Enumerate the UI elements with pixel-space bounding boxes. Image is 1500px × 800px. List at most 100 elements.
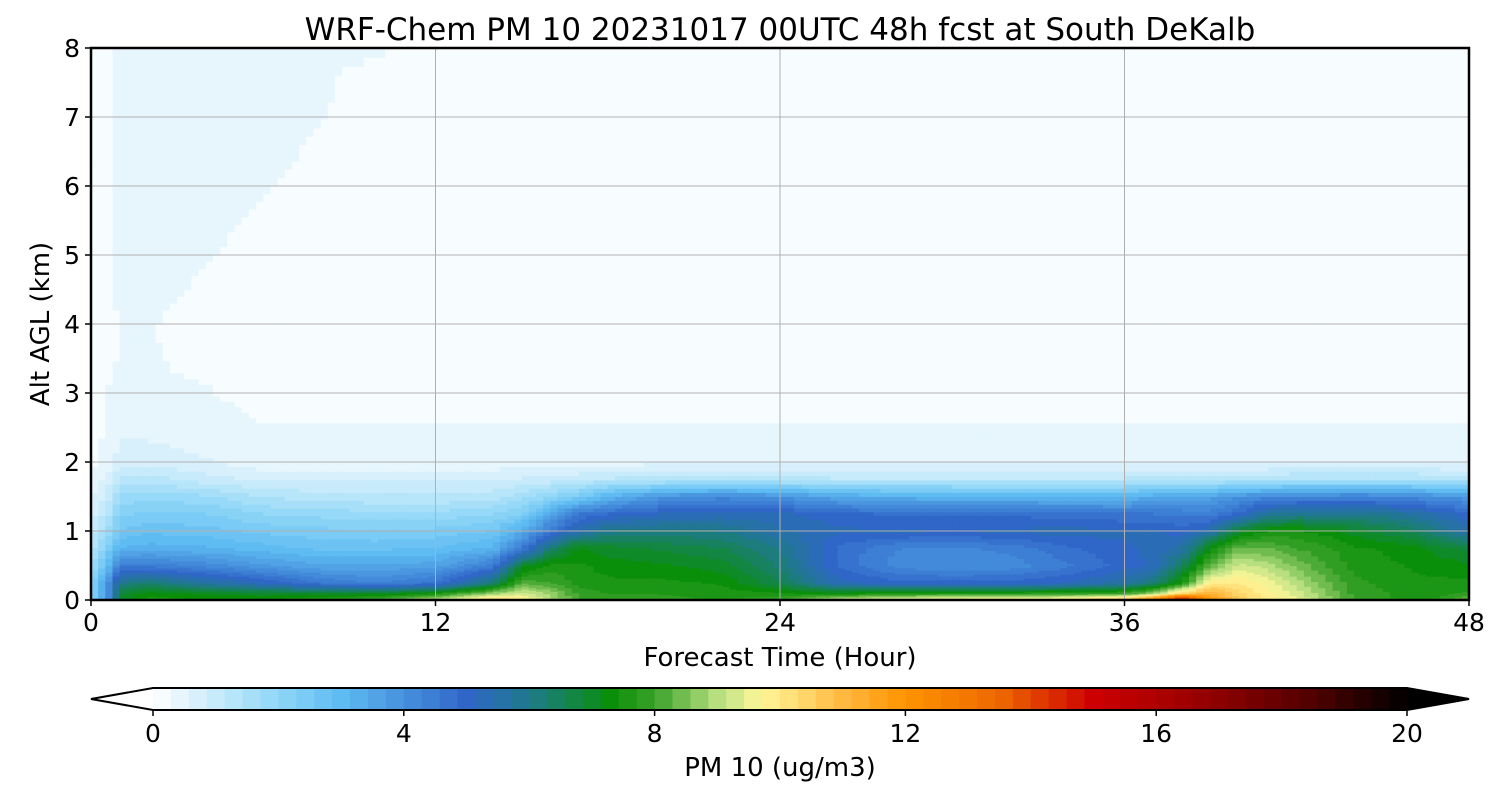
field-cell: [270, 427, 279, 434]
field-cell: [335, 412, 343, 419]
field-cell: [263, 504, 272, 509]
field-cell: [184, 500, 193, 505]
field-cell: [191, 354, 200, 362]
field-cell: [112, 447, 121, 454]
field-cell: [306, 522, 315, 527]
field-cell: [284, 48, 293, 58]
field-cell: [256, 433, 264, 439]
field-cell: [378, 323, 386, 331]
field-cell: [227, 547, 236, 551]
field-cell: [349, 422, 358, 429]
field-cell: [241, 532, 250, 537]
field-cell: [234, 583, 243, 586]
field-cell: [256, 360, 264, 368]
field-cell: [277, 329, 286, 337]
field-cell: [155, 591, 164, 594]
field-cell: [342, 541, 350, 546]
field-cell: [335, 447, 343, 454]
field-cell: [291, 75, 300, 85]
field-cell: [177, 475, 185, 481]
field-cell: [141, 161, 150, 170]
field-cell: [342, 596, 350, 599]
field-cell: [177, 417, 185, 424]
field-cell: [205, 412, 214, 419]
field-cell: [105, 471, 114, 477]
field-cell: [227, 268, 236, 277]
field-cell: [363, 535, 372, 540]
field-cell: [227, 500, 236, 505]
field-cell: [119, 110, 128, 120]
field-cell: [234, 169, 243, 178]
field-cell: [385, 538, 394, 543]
field-cell: [205, 354, 214, 362]
field-cell: [306, 438, 315, 444]
field-cell: [191, 75, 200, 85]
field-cell: [148, 303, 157, 311]
field-cell: [306, 484, 315, 489]
field-cell: [327, 553, 336, 557]
field-cell: [327, 515, 336, 520]
field-cell: [270, 296, 279, 304]
field-cell: [356, 587, 365, 590]
field-cell: [313, 588, 322, 591]
field-cell: [126, 275, 135, 284]
field-cell: [220, 592, 228, 595]
field-cell: [198, 127, 207, 137]
field-cell: [270, 541, 279, 546]
field-cell: [385, 576, 394, 579]
field-cell: [155, 119, 164, 129]
field-cell: [227, 593, 236, 596]
field-cell: [263, 275, 272, 284]
field-cell: [184, 504, 193, 509]
field-cell: [248, 596, 257, 598]
field-cell: [349, 471, 358, 477]
field-cell: [370, 433, 379, 439]
field-cell: [169, 201, 178, 210]
field-cell: [134, 329, 142, 337]
field-cell: [126, 511, 135, 516]
field-cell: [105, 417, 114, 424]
field-cell: [205, 275, 214, 284]
field-cell: [184, 565, 193, 569]
field-cell: [284, 101, 293, 112]
field-cell: [248, 348, 257, 356]
field-cell: [198, 507, 207, 513]
field-cell: [370, 547, 379, 551]
field-cell: [184, 93, 193, 103]
field-cell: [119, 590, 128, 592]
field-cell: [284, 595, 293, 597]
field-cell: [134, 66, 142, 76]
field-cell: [335, 584, 343, 587]
field-cell: [378, 296, 386, 304]
field-cell: [284, 177, 293, 186]
field-cell: [234, 372, 243, 380]
field-cell: [234, 275, 243, 284]
field-cell: [227, 282, 236, 291]
field-cell: [335, 127, 343, 137]
field-cell: [256, 596, 264, 598]
field-cell: [356, 239, 365, 248]
field-cell: [234, 366, 243, 374]
field-cell: [184, 579, 193, 583]
field-cell: [220, 406, 228, 413]
field-cell: [184, 484, 193, 489]
field-cell: [363, 525, 372, 530]
field-cell: [184, 577, 193, 581]
field-cell: [327, 169, 336, 178]
field-cell: [141, 208, 150, 218]
field-cell: [378, 152, 386, 162]
field-cell: [306, 544, 315, 549]
field-cell: [169, 48, 178, 58]
field-cell: [177, 366, 185, 374]
field-cell: [241, 547, 250, 551]
field-cell: [91, 261, 99, 270]
field-cell: [385, 577, 394, 581]
field-cell: [220, 275, 228, 284]
field-cell: [148, 457, 157, 463]
field-cell: [370, 574, 379, 577]
field-cell: [162, 193, 171, 202]
field-cell: [291, 484, 300, 489]
field-cell: [327, 577, 336, 581]
field-cell: [141, 185, 150, 194]
field-cell: [378, 583, 386, 586]
